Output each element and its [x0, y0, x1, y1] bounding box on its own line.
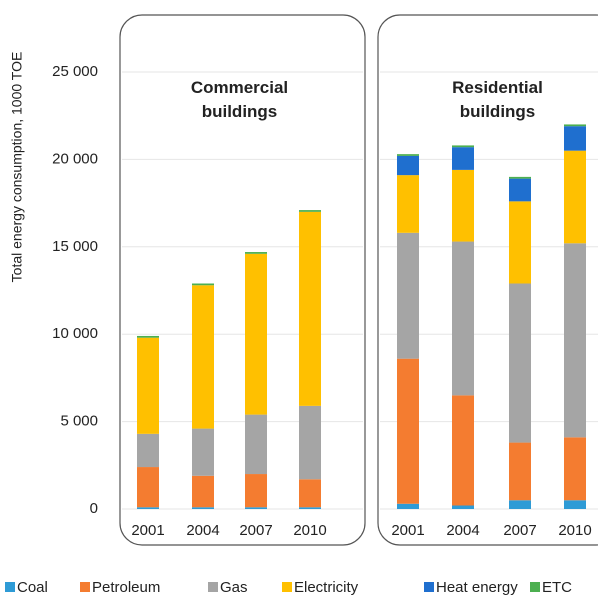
x-tick-label: 2001	[391, 522, 424, 539]
bar-segment	[509, 176, 531, 179]
bar-segment	[564, 500, 586, 509]
bar-segment	[509, 442, 531, 501]
bar-segment	[452, 241, 474, 396]
bar-segment	[452, 169, 474, 242]
legend-label: Coal	[17, 579, 48, 596]
legend-swatch	[80, 582, 90, 592]
bar-segment	[397, 358, 419, 504]
x-tick-label: 2001	[131, 522, 164, 539]
bar-segment	[137, 507, 159, 509]
bar-segment	[245, 253, 267, 415]
y-tick-label: 15 000	[52, 238, 98, 255]
legend-swatch	[282, 582, 292, 592]
y-tick-label: 20 000	[52, 150, 98, 167]
bar-segment	[509, 178, 531, 202]
y-tick-label: 5 000	[60, 413, 98, 430]
x-tick-label: 2004	[446, 522, 479, 539]
bar-segment	[509, 283, 531, 443]
bar-segment	[299, 210, 321, 212]
bar-segment	[564, 126, 586, 151]
bar-segment	[564, 150, 586, 244]
bar-segment	[192, 283, 214, 286]
y-tick-label: 25 000	[52, 63, 98, 80]
bar-segment	[397, 155, 419, 176]
bar-segment	[452, 147, 474, 170]
legend-swatch	[424, 582, 434, 592]
bar-segment	[564, 437, 586, 501]
bar-segment	[397, 503, 419, 509]
legend-swatch	[530, 582, 540, 592]
bar-segment	[509, 500, 531, 509]
legend-swatch	[5, 582, 15, 592]
panel-title: Commercial buildings	[190, 78, 289, 121]
bar-segment	[192, 507, 214, 509]
panel-frame	[119, 14, 366, 546]
x-tick-label: 2007	[503, 522, 536, 539]
bar-segment	[299, 405, 321, 480]
bar-segment	[137, 467, 159, 508]
bar-segment	[397, 232, 419, 359]
bar-segment	[245, 414, 267, 475]
bar-segment	[564, 124, 586, 127]
bar-segment	[509, 201, 531, 284]
panel-frame	[377, 14, 598, 546]
bar-segment	[245, 474, 267, 508]
bar-segment	[245, 252, 267, 254]
bar-segment	[299, 211, 321, 406]
bar-segment	[137, 337, 159, 434]
legend-label: ETC	[542, 579, 572, 596]
bar-segment	[245, 507, 267, 509]
bar-segment	[137, 335, 159, 338]
bar-segment	[192, 285, 214, 429]
bar-segment	[452, 145, 474, 148]
bar-segment	[397, 154, 419, 156]
bar-segment	[192, 475, 214, 508]
bar-segment	[452, 505, 474, 509]
bar-segment	[397, 175, 419, 233]
bar-segment	[452, 395, 474, 506]
legend-label: Electricity	[294, 579, 359, 596]
bar-segment	[192, 428, 214, 476]
x-tick-label: 2004	[186, 522, 219, 539]
bar-segment	[137, 433, 159, 468]
panel-title: Residential buildings	[452, 78, 543, 121]
legend-label: Gas	[220, 579, 248, 596]
legend-label: Heat energy	[436, 579, 518, 596]
bar-segment	[299, 507, 321, 509]
y-tick-label: 0	[90, 500, 98, 517]
bar-segment	[299, 479, 321, 508]
x-tick-label: 2007	[239, 522, 272, 539]
y-tick-label: 10 000	[52, 325, 98, 342]
bar-segment	[564, 243, 586, 438]
x-tick-label: 2010	[558, 522, 591, 539]
y-axis-title: Total energy consumption, 1000 TOE	[9, 52, 25, 283]
legend-label: Petroleum	[92, 579, 160, 596]
legend-swatch	[208, 582, 218, 592]
x-tick-label: 2010	[293, 522, 326, 539]
